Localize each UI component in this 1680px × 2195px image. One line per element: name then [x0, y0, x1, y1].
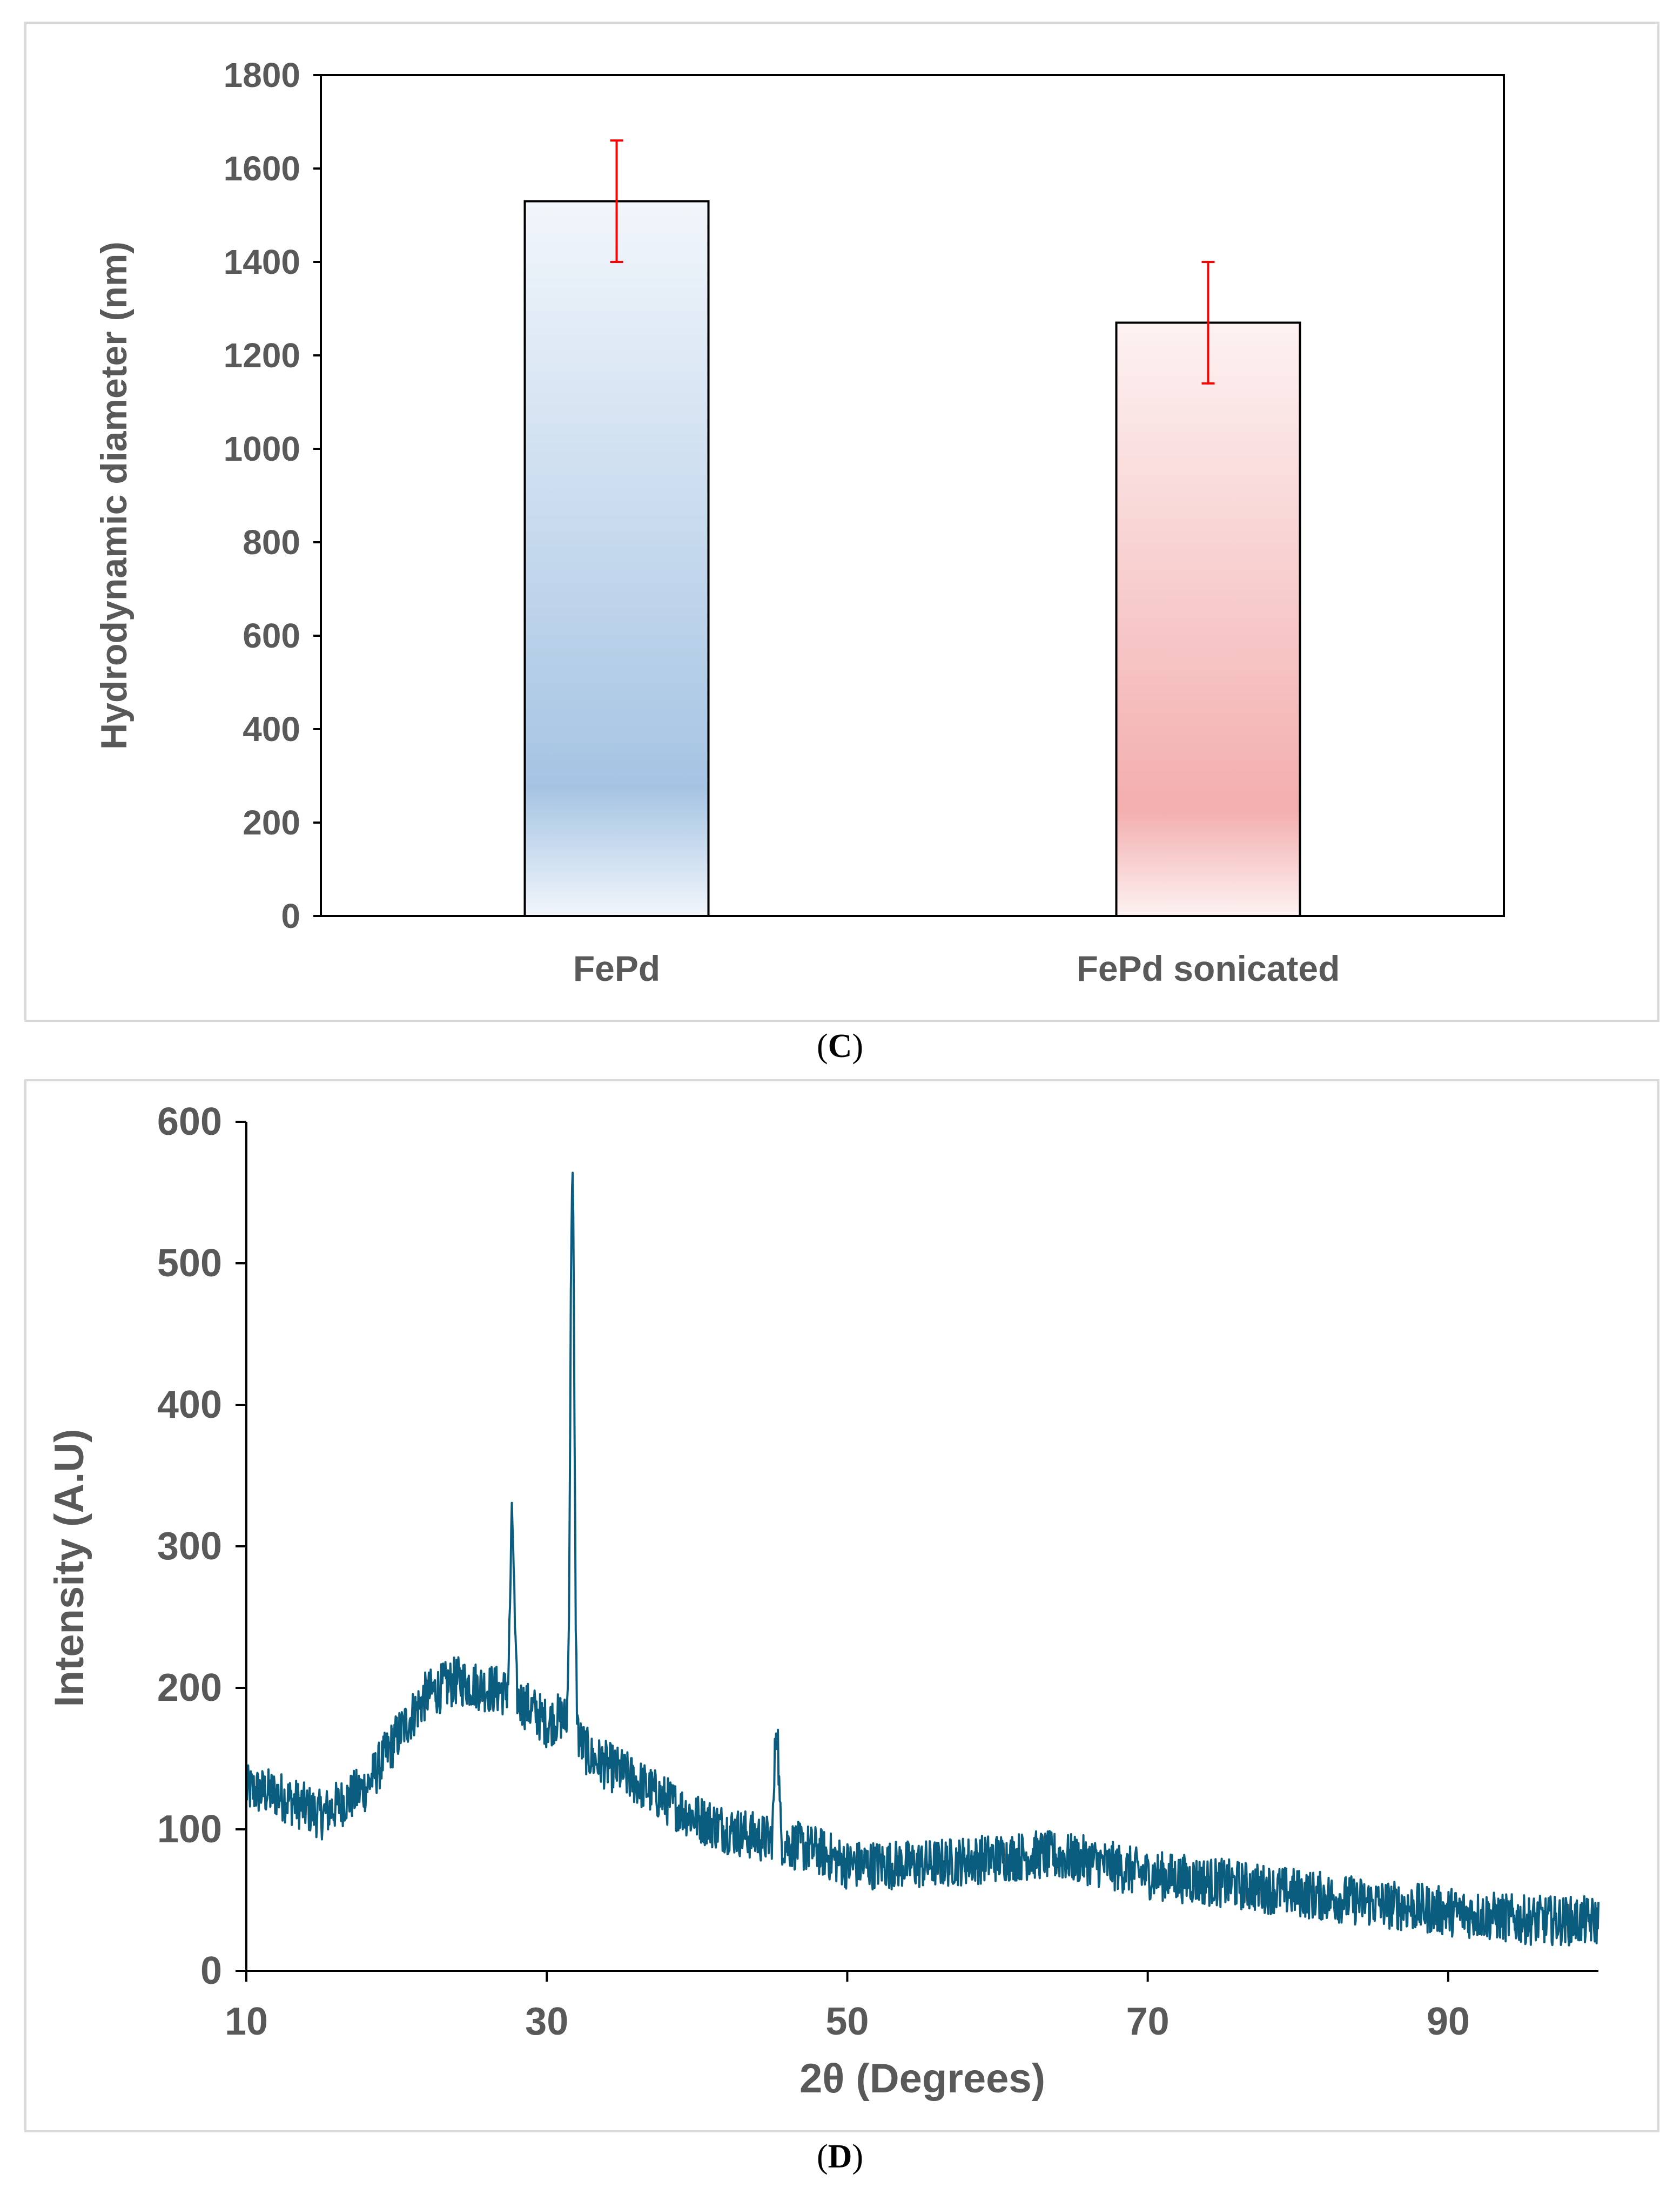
caption-d-letter: D [828, 2138, 852, 2175]
y-axis-title: Intensity (A.U) [46, 1429, 92, 1707]
y-tick-label: 1600 [224, 149, 300, 188]
y-tick-label: 800 [243, 523, 300, 562]
xrd-chart-panel: 0 100 200 300 400 500 600 10 30 50 70 90 2θ (Degrees… [24, 1079, 1659, 2132]
bar-1 [523, 200, 710, 917]
xrd-pattern-chart: 0 100 200 300 400 500 600 10 30 50 70 90 2θ (Degrees… [46, 1100, 1600, 2102]
x-category-label: FePd sonicated [1077, 948, 1340, 988]
y-tick-label: 400 [157, 1383, 222, 1426]
y-tick-label: 200 [157, 1666, 222, 1709]
y-tick-label: 600 [157, 1100, 222, 1143]
caption-d: (D) [816, 2138, 864, 2175]
hydrodynamic-diameter-chart: 0 200 400 600 800 1000 1200 1400 1600 1800 FePd FeP… [93, 56, 1505, 988]
xrd-series-line [245, 1171, 1600, 1947]
x-tick-label: 50 [825, 2000, 869, 2043]
x-tick-label: 90 [1427, 2000, 1470, 2043]
x-tick-label: 30 [525, 2000, 568, 2043]
y-tick-label: 1000 [224, 429, 300, 468]
bar-chart-panel: 0 200 400 600 800 1000 1200 1400 1600 1800 FePd FeP… [24, 22, 1659, 1022]
y-tick-label: 1800 [224, 56, 300, 95]
y-tick-label: 0 [281, 897, 300, 935]
y-tick-label: 0 [200, 1949, 222, 1992]
y-tick-label: 100 [157, 1808, 222, 1851]
y-axis-title: Hydrodynamic diameter (nm) [93, 241, 135, 750]
y-tick-label: 600 [243, 616, 300, 655]
y-tick-label: 300 [157, 1525, 222, 1568]
bar-2 [1115, 321, 1301, 918]
y-tick-label: 1200 [224, 336, 300, 375]
caption-c-letter: C [828, 1028, 852, 1065]
y-tick-label: 200 [243, 803, 300, 842]
y-tick-label: 500 [157, 1242, 222, 1285]
x-axis-title: 2θ (Degrees) [799, 2056, 1045, 2102]
y-tick-label: 1400 [224, 243, 300, 281]
x-tick-label: 70 [1126, 2000, 1170, 2043]
y-tick-label: 400 [243, 710, 300, 749]
plot-frame [320, 74, 1505, 917]
x-tick-label: 10 [225, 2000, 268, 2043]
x-category-label: FePd [573, 948, 660, 988]
caption-c: (C) [816, 1028, 864, 1065]
